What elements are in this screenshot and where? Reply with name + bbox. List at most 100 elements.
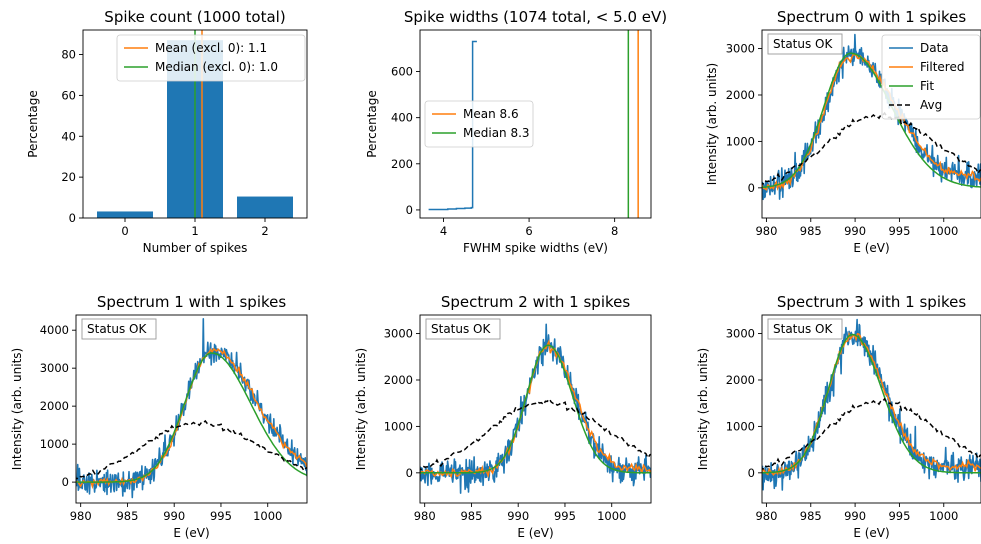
x-tick-label: 1000 xyxy=(597,509,626,523)
y-tick-label: 80 xyxy=(61,48,76,62)
bar xyxy=(237,196,293,218)
status-box xyxy=(81,318,157,340)
series-data xyxy=(762,33,981,201)
status-box xyxy=(425,318,501,340)
y-tick-label: 0 xyxy=(406,466,413,480)
x-tick-label: 995 xyxy=(888,224,910,238)
x-tick-label: 990 xyxy=(844,509,866,523)
status-text: Status OK xyxy=(773,322,833,336)
x-tick-label: 0 xyxy=(121,224,128,238)
x-tick-label: 985 xyxy=(800,224,822,238)
y-tick-label: 0 xyxy=(69,211,76,225)
y-tick-label: 3000 xyxy=(726,42,755,56)
legend-entry: Avg xyxy=(920,98,942,112)
bar xyxy=(97,211,153,218)
x-tick-label: 995 xyxy=(554,509,576,523)
legend-entry: Data xyxy=(920,41,949,55)
x-tick-label: 1000 xyxy=(929,224,958,238)
axes-frame xyxy=(419,314,652,504)
panel-spike-widths: 4 6 8 0 200 400 600 Spike widths (1074 total, <… xyxy=(365,8,667,255)
y-tick-label: 0 xyxy=(406,203,413,217)
y-axis-label: Intensity (arb. units) xyxy=(354,348,368,470)
x-axis-label: E (eV) xyxy=(517,526,553,540)
series-avg xyxy=(762,111,981,185)
y-tick-label: 1000 xyxy=(384,419,413,433)
y-axis-label: Intensity (arb. units) xyxy=(705,63,719,185)
y-tick-label: 0 xyxy=(62,475,69,489)
y-tick-label: 1000 xyxy=(726,134,755,148)
y-tick-label: 2000 xyxy=(384,373,413,387)
y-tick-label: 3000 xyxy=(726,327,755,341)
y-tick-label: 2000 xyxy=(726,373,755,387)
legend-entry: Fit xyxy=(920,79,934,93)
y-tick-label: 200 xyxy=(391,157,413,171)
legend-entry: Mean (excl. 0): 1.1 xyxy=(155,41,267,55)
status-text: Status OK xyxy=(431,322,491,336)
legend-entry: Median (excl. 0): 1.0 xyxy=(155,60,278,74)
status-box xyxy=(767,318,843,340)
x-tick-label: 4 xyxy=(440,224,447,238)
y-tick-label: 3000 xyxy=(384,327,413,341)
plot-area xyxy=(762,318,981,491)
y-axis-label: Percentage xyxy=(26,90,40,158)
legend-entry: Mean 8.6 xyxy=(463,107,519,121)
x-tick-label: 990 xyxy=(163,509,185,523)
step-line xyxy=(428,40,477,211)
y-axis-label: Intensity (arb. units) xyxy=(10,348,24,470)
y-axis-label: Intensity (arb. units) xyxy=(696,348,710,470)
x-axis-label: E (eV) xyxy=(173,526,209,540)
series-filtered xyxy=(76,347,307,490)
chart-title: Spectrum 0 with 1 spikes xyxy=(777,8,967,26)
legend-frame xyxy=(116,34,306,82)
y-axis-label: Percentage xyxy=(365,90,379,158)
series-data xyxy=(420,323,651,494)
y-tick-label: 60 xyxy=(61,88,76,102)
series-fit xyxy=(762,333,981,474)
chart-title: Spike count (1000 total) xyxy=(104,8,285,26)
axes-frame xyxy=(419,29,652,219)
chart-title: Spectrum 2 with 1 spikes xyxy=(441,293,631,311)
x-tick-label: 6 xyxy=(525,224,532,238)
status-box xyxy=(767,33,843,55)
chart-title: Spectrum 1 with 1 spikes xyxy=(97,293,287,311)
x-tick-label: 990 xyxy=(844,224,866,238)
axes-frame xyxy=(75,314,308,504)
series-fit xyxy=(420,344,651,474)
y-tick-label: 2000 xyxy=(40,399,69,413)
x-tick-label: 980 xyxy=(755,224,777,238)
plot-area xyxy=(428,30,639,218)
series-fit xyxy=(762,52,981,189)
y-tick-label: 0 xyxy=(748,181,755,195)
x-tick-label: 985 xyxy=(460,509,482,523)
x-tick-label: 1000 xyxy=(253,509,282,523)
x-tick-label: 995 xyxy=(210,509,232,523)
panel-spectrum-2: 980 985 990 995 1000 0 1000 2000 3000 Spectrum 2 … xyxy=(354,293,652,540)
chart-title: Spectrum 3 with 1 spikes xyxy=(777,293,967,311)
panel-spectrum-1: 980 985 990 995 1000 0 1000 2000 3000 4000 Spectru… xyxy=(10,293,308,540)
x-tick-label: 985 xyxy=(116,509,138,523)
y-tick-label: 1000 xyxy=(726,419,755,433)
x-tick-label: 8 xyxy=(611,224,618,238)
y-tick-label: 1000 xyxy=(40,437,69,451)
series-data xyxy=(76,318,307,499)
legend-entry: Median 8.3 xyxy=(463,126,530,140)
x-tick-label: 2 xyxy=(261,224,268,238)
plot-area xyxy=(76,318,307,499)
x-tick-label: 980 xyxy=(70,509,92,523)
y-tick-label: 600 xyxy=(391,65,413,79)
x-tick-label: 995 xyxy=(888,509,910,523)
x-tick-label: 980 xyxy=(414,509,436,523)
y-tick-label: 3000 xyxy=(40,361,69,375)
panel-spectrum-3: 980 985 990 995 1000 0 1000 2000 3000 Spectrum 3 … xyxy=(696,293,981,540)
series-avg xyxy=(76,419,307,480)
y-tick-label: 40 xyxy=(61,129,76,143)
series-avg xyxy=(762,397,981,470)
legend-frame xyxy=(881,34,981,120)
axes-frame xyxy=(761,314,981,504)
axes-frame xyxy=(761,29,981,219)
x-axis-label: E (eV) xyxy=(853,241,889,255)
y-tick-label: 400 xyxy=(391,111,413,125)
legend-frame xyxy=(424,100,534,148)
x-axis-label: E (eV) xyxy=(853,526,889,540)
